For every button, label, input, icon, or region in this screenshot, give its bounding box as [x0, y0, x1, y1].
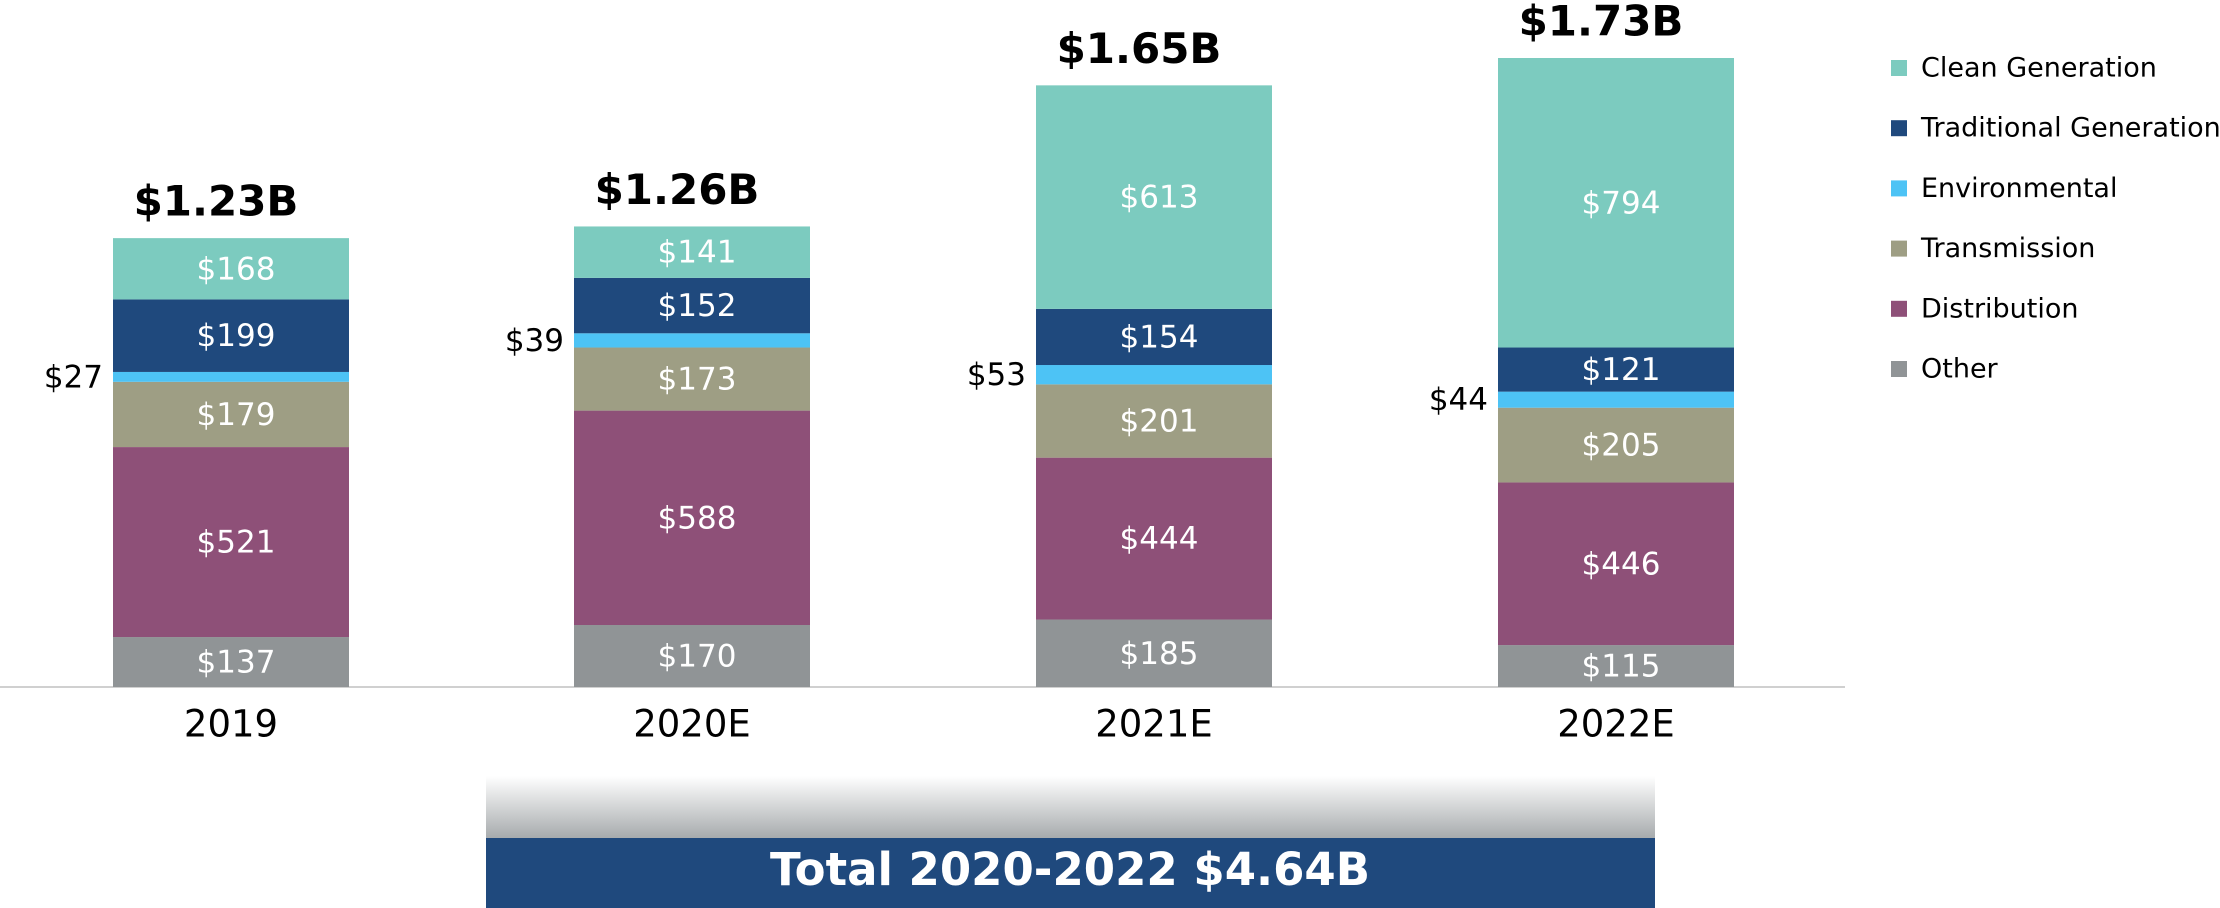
x-tick-label: 2021E — [1095, 703, 1213, 746]
value-label: $44 — [1429, 382, 1488, 418]
total-label: $1.73B — [1519, 0, 1684, 46]
value-label: $27 — [44, 359, 103, 395]
bar-segment — [1036, 85, 1272, 309]
legend-label: Transmission — [1920, 233, 2095, 264]
x-tick-label: 2020E — [633, 703, 751, 746]
value-label: $794 — [1582, 185, 1661, 221]
bar-segment — [1036, 384, 1272, 458]
value-label: $185 — [1120, 636, 1199, 672]
legend-swatch — [1891, 361, 1907, 377]
value-label: $154 — [1120, 319, 1199, 355]
value-label: $152 — [658, 288, 737, 324]
bar-segment — [113, 238, 349, 300]
value-label: $121 — [1582, 352, 1661, 388]
bar-segment — [574, 277, 810, 334]
value-label: $173 — [658, 362, 737, 398]
value-label: $168 — [197, 251, 276, 287]
legend-swatch — [1891, 120, 1907, 137]
legend-label: Traditional Generation — [1920, 113, 2220, 144]
value-label: $141 — [658, 235, 737, 271]
bar-segment — [113, 447, 349, 638]
bar-segment — [113, 371, 349, 382]
annotation-box — [486, 838, 1655, 908]
annotation: Total 2020-2022 $4.64B — [770, 843, 1370, 896]
bar-segment — [574, 625, 810, 687]
legend-label: Clean Generation — [1921, 53, 2157, 84]
bar-segment — [1036, 619, 1272, 687]
bar-segment — [1498, 482, 1734, 646]
total-label: $1.26B — [595, 165, 760, 214]
bar-segment — [1498, 58, 1734, 348]
total-label: $1.65B — [1057, 24, 1222, 73]
x-tick-label: 2019 — [184, 703, 278, 746]
bar-segment — [1498, 645, 1734, 687]
bar-segment — [574, 333, 810, 348]
value-label: $613 — [1120, 180, 1199, 216]
legend-swatch — [1891, 180, 1907, 197]
bar-segment — [113, 299, 349, 372]
value-label: $53 — [967, 357, 1026, 393]
value-label: $199 — [197, 318, 276, 354]
value-label: $201 — [1120, 403, 1199, 439]
bar-segment — [1036, 308, 1272, 366]
value-label: $588 — [658, 500, 737, 536]
value-label: $446 — [1582, 546, 1661, 582]
bar-segment — [113, 637, 349, 687]
value-label: $170 — [658, 639, 737, 675]
value-label: $39 — [505, 323, 564, 359]
legend-label: Environmental — [1921, 173, 2117, 204]
legend-label: Other — [1921, 354, 1999, 385]
annotation-shade — [486, 776, 1655, 838]
legend-swatch — [1891, 60, 1907, 76]
value-label: $444 — [1120, 521, 1199, 557]
value-label: $137 — [197, 645, 276, 681]
value-label: $205 — [1582, 428, 1661, 464]
total-label: $1.23B — [134, 177, 299, 226]
legend-swatch — [1891, 300, 1907, 317]
bar-segment — [574, 226, 810, 278]
bar-segment — [1498, 347, 1734, 392]
bar-segment — [113, 381, 349, 448]
bar-segment — [574, 347, 810, 411]
bar-segment — [574, 410, 810, 626]
x-tick-label: 2022E — [1557, 703, 1675, 746]
bar-segment — [1498, 391, 1734, 408]
value-label: $521 — [197, 525, 276, 561]
legend-swatch — [1891, 240, 1907, 257]
bar-segment — [1036, 365, 1272, 385]
value-label: $115 — [1582, 649, 1661, 685]
bar-segment — [1036, 457, 1272, 620]
bar-segment — [1498, 407, 1734, 483]
legend-label: Distribution — [1921, 293, 2079, 324]
value-label: $179 — [197, 397, 276, 433]
